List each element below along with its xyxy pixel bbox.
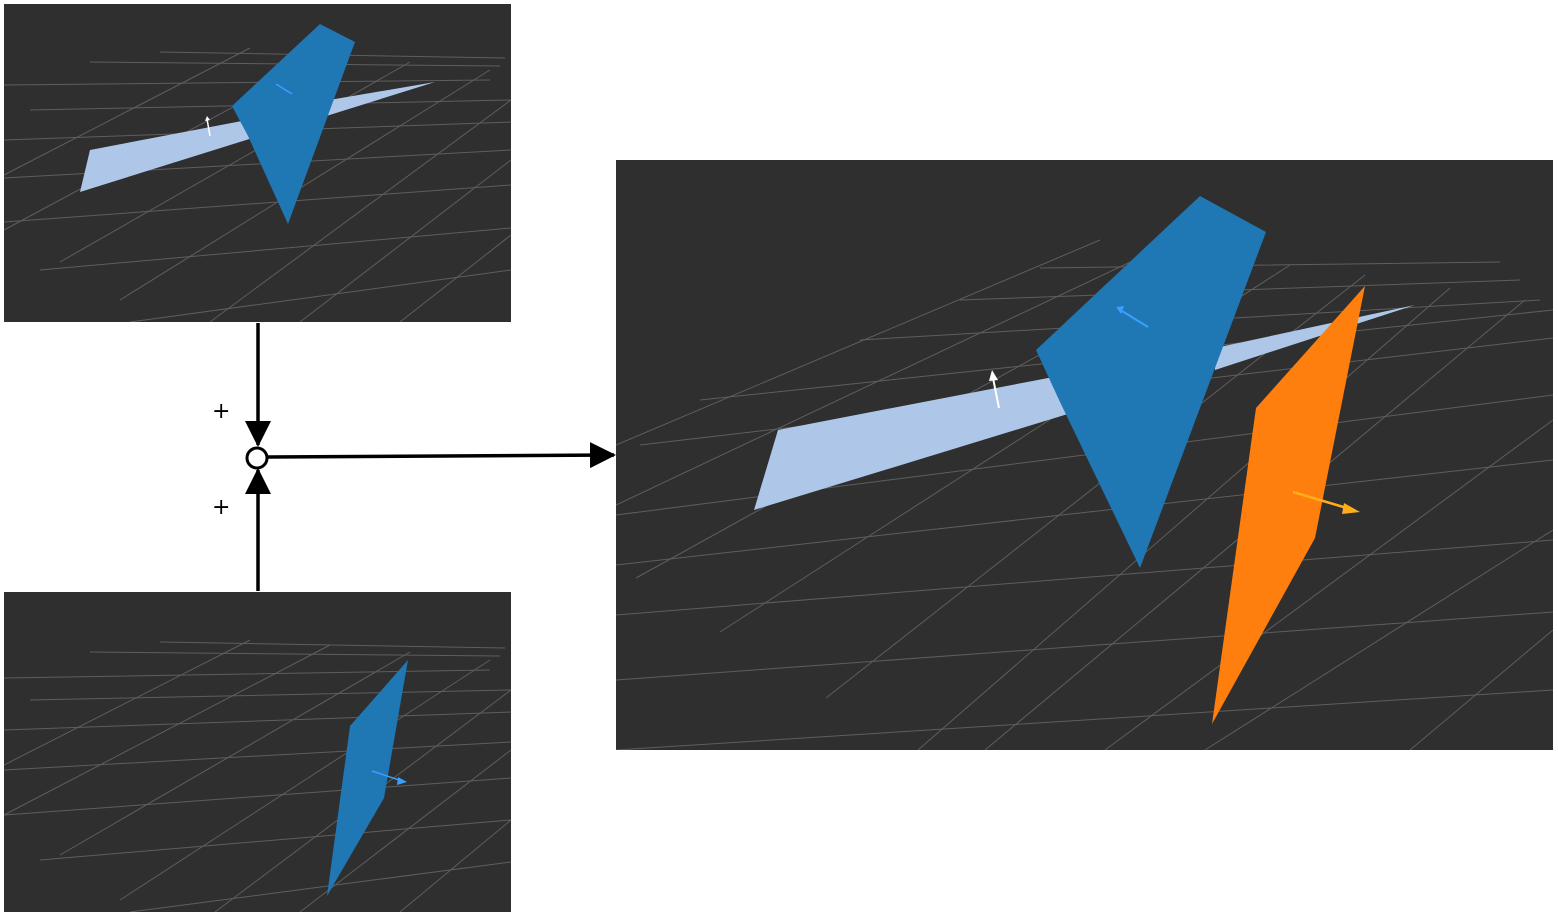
plane-light-blue-top-far: [300, 82, 435, 118]
sum-node: [245, 446, 269, 470]
normal-arrow-white-top: [206, 118, 211, 137]
normal-arrow-white-result-head: [989, 370, 998, 381]
connectors: + +: [212, 323, 616, 591]
plane-light-blue-result-far: [1215, 305, 1415, 370]
plane-blue-top: [232, 24, 355, 224]
normal-arrow-blue-result: [1121, 310, 1149, 328]
normal-arrow-blue-bottom: [371, 770, 403, 782]
panel-bottom: [4, 592, 511, 912]
normal-arrow-blue-result-head: [1116, 306, 1124, 314]
panel-result: [616, 160, 1553, 750]
plane-blue-result: [1036, 196, 1266, 568]
plane-blue-bottom: [327, 660, 408, 896]
viewport-bg-top: [4, 4, 511, 322]
normal-arrow-orange-result: [1292, 490, 1351, 511]
panel-top: [4, 4, 511, 322]
normal-arrow-blue-top: [275, 83, 293, 95]
normal-arrow-white-top-head: [205, 116, 210, 121]
normal-arrow-blue-bottom-head: [397, 777, 407, 785]
plane-light-blue-top: [80, 116, 278, 192]
normal-arrow-orange-result-head: [1342, 503, 1360, 514]
plane-light-blue-result: [754, 368, 1120, 510]
plane-orange-result: [1212, 286, 1365, 724]
connector-sum-to-result: [267, 442, 616, 469]
viewport-bg-bottom: [4, 592, 511, 912]
plus-sign-top: +: [212, 399, 230, 424]
normal-arrow-white-result: [992, 377, 1000, 409]
plus-sign-bottom: +: [212, 495, 230, 520]
